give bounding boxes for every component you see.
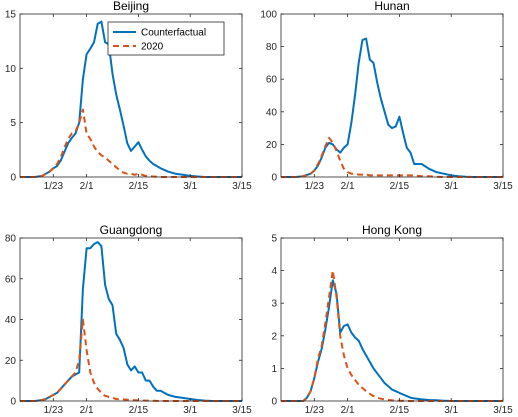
axes-frame [280, 13, 504, 178]
y-tick-label: 3 [271, 299, 277, 310]
y-tick-label: 80 [266, 42, 278, 53]
series-line-counterfactual [281, 37, 503, 178]
chart-title: Beijing [113, 0, 149, 13]
legend-label-counterfactual: Counterfactual [141, 28, 206, 39]
x-tick-label: 2/1 [341, 405, 355, 416]
y-tick-label: 100 [260, 10, 277, 21]
y-tick-label: 40 [5, 315, 17, 326]
y-tick-label: 5 [271, 234, 277, 245]
x-tick-label: 3/15 [232, 405, 252, 416]
chart-title: Hunan [374, 0, 409, 13]
x-tick-label: 3/1 [444, 405, 458, 416]
y-tick-label: 40 [266, 107, 278, 118]
series-line-2020 [20, 108, 242, 178]
y-tick-label: 60 [5, 274, 17, 285]
y-tick-label: 0 [271, 397, 277, 408]
chart-title: Guangdong [100, 223, 163, 237]
x-tick-label: 1/23 [44, 181, 64, 192]
chart-title: Hong Kong [362, 223, 422, 237]
y-tick-label: 0 [10, 173, 16, 184]
y-tick-label: 0 [10, 397, 16, 408]
y-tick-label: 1 [271, 364, 277, 375]
y-tick-label: 0 [271, 173, 277, 184]
chart-panel-hong-kong: Hong Kong 0 1 2 3 4 5 1/23 2/1 2/15 3/1 3/15 [271, 223, 513, 416]
axes-frame [19, 237, 243, 402]
x-tick-label: 2/15 [390, 405, 410, 416]
x-tick-label: 3/15 [493, 181, 513, 192]
y-tick-label: 20 [266, 140, 278, 151]
x-tick-label: 2/15 [129, 181, 149, 192]
y-tick-label: 2 [271, 331, 277, 342]
x-tick-label: 2/15 [129, 405, 149, 416]
y-tick-label: 5 [10, 118, 16, 129]
series-line-2020 [281, 136, 503, 178]
y-tick-label: 80 [5, 234, 17, 245]
y-tick-label: 20 [5, 356, 17, 367]
legend: Counterfactual 2020 [107, 21, 225, 56]
x-tick-label: 3/1 [183, 181, 197, 192]
x-tick-label: 2/15 [390, 181, 410, 192]
series-line-counterfactual [20, 241, 242, 402]
x-tick-label: 3/1 [444, 181, 458, 192]
y-tick-label: 10 [5, 64, 17, 75]
x-tick-label: 2/1 [341, 181, 355, 192]
x-tick-label: 2/1 [80, 181, 94, 192]
series-line-counterfactual [20, 20, 242, 178]
legend-label-2020: 2020 [141, 42, 164, 53]
x-tick-label: 2/1 [80, 405, 94, 416]
series-line-counterfactual [281, 279, 503, 402]
x-tick-label: 3/1 [183, 405, 197, 416]
x-tick-label: 3/15 [232, 181, 252, 192]
legend-box [107, 21, 225, 56]
axes-frame [19, 13, 243, 178]
x-tick-label: 1/23 [305, 405, 325, 416]
y-tick-label: 60 [266, 75, 278, 86]
axes-frame [280, 237, 504, 402]
y-tick-label: 15 [5, 10, 17, 21]
series-line-2020 [281, 269, 503, 402]
y-tick-label: 4 [271, 266, 277, 277]
series-line-2020 [20, 318, 242, 402]
chart-panel-beijing: Beijing 0 5 10 15 1/23 2/1 2/15 3/1 3/15 [5, 0, 252, 192]
x-tick-label: 1/23 [305, 181, 325, 192]
x-tick-label: 3/15 [493, 405, 513, 416]
chart-panel-guangdong: Guangdong 0 20 40 60 80 1/23 2/1 2/15 3/1 3/15 [5, 223, 252, 416]
chart-panel-hunan: Hunan 0 20 40 60 80 100 1/23 2/1 2/15 3/1 3/15 [260, 0, 513, 192]
x-tick-label: 1/23 [44, 405, 64, 416]
